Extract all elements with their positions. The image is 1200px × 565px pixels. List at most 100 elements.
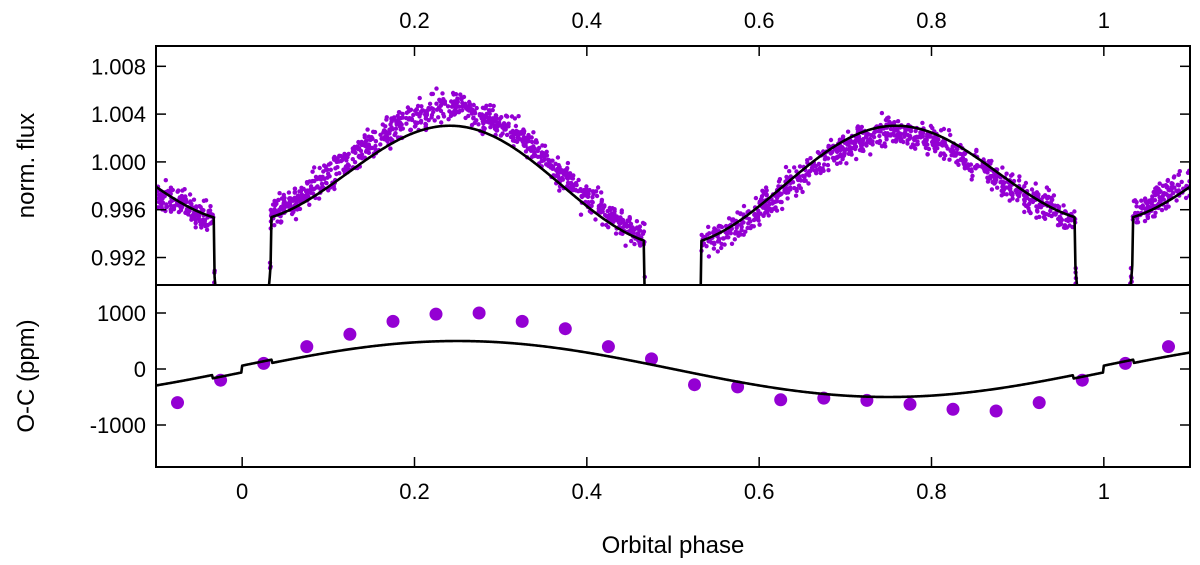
flux-point — [365, 127, 370, 132]
flux-point — [168, 207, 173, 212]
flux-point — [954, 160, 959, 165]
flux-point — [299, 185, 304, 190]
flux-point — [286, 190, 292, 195]
flux-point — [214, 300, 218, 304]
flux-point — [381, 135, 387, 140]
residual-points — [171, 306, 1175, 418]
flux-point — [1154, 188, 1159, 193]
flux-point — [719, 241, 724, 247]
flux-point — [801, 178, 807, 183]
flux-point — [494, 113, 499, 119]
flux-point — [946, 128, 952, 133]
flux-point — [516, 114, 521, 119]
flux-point — [854, 156, 859, 162]
flux-point — [1169, 185, 1174, 190]
flux-point — [699, 292, 703, 296]
flux-point — [335, 165, 340, 170]
flux-point — [940, 143, 945, 148]
flux-point — [1034, 190, 1040, 195]
flux-point — [317, 165, 322, 171]
top-x-tick-label: 0.6 — [744, 8, 775, 33]
flux-point — [962, 166, 968, 171]
flux-point — [920, 120, 925, 126]
flux-point — [965, 162, 971, 167]
flux-point — [982, 169, 988, 174]
flux-point — [469, 122, 475, 128]
flux-point — [292, 186, 298, 192]
flux-point — [569, 183, 575, 189]
flux-point — [1158, 189, 1163, 194]
flux-point — [842, 150, 847, 155]
flux-point — [795, 177, 801, 183]
bottom-x-ticks: 0 0.2 0.4 0.6 0.8 1 — [236, 457, 1110, 504]
flux-point — [959, 158, 964, 163]
flux-point — [854, 135, 859, 140]
flux-y-tick-label: 1.008 — [91, 54, 146, 79]
flux-point — [432, 118, 437, 123]
flux-point — [1134, 220, 1139, 225]
flux-point — [526, 138, 531, 144]
flux-point — [745, 225, 750, 231]
flux-point — [293, 217, 299, 222]
flux-point — [613, 215, 618, 221]
flux-point — [743, 229, 748, 234]
residual-model-line — [156, 339, 1190, 399]
flux-point — [505, 114, 510, 119]
flux-point — [895, 119, 901, 124]
flux-point — [288, 203, 293, 208]
flux-point — [266, 288, 270, 292]
bottom-x-tick-label: 0.4 — [572, 479, 603, 504]
flux-point — [1183, 195, 1189, 201]
top-x-tick-label: 1 — [1098, 8, 1110, 33]
flux-point — [924, 137, 929, 142]
flux-point — [1015, 198, 1020, 203]
flux-point — [164, 204, 170, 209]
flux-point — [505, 123, 511, 129]
flux-point — [1029, 187, 1035, 192]
residual-point — [688, 378, 701, 392]
flux-point — [808, 156, 813, 161]
flux-point — [487, 111, 492, 116]
flux-point — [461, 94, 467, 100]
flux-point — [1157, 181, 1162, 186]
flux-point — [972, 164, 978, 170]
flux-point — [316, 196, 322, 201]
flux-point — [721, 236, 726, 241]
flux-point — [1027, 201, 1032, 207]
flux-point — [470, 107, 475, 112]
flux-point — [898, 132, 903, 137]
flux-point — [1139, 198, 1144, 203]
flux-point — [738, 232, 743, 237]
flux-point — [567, 171, 573, 176]
flux-point — [704, 244, 709, 249]
flux-point — [189, 201, 194, 207]
flux-y-ticks: 0.992 0.996 1.000 1.004 1.008 — [91, 54, 1190, 271]
flux-point — [405, 105, 411, 110]
flux-point — [822, 162, 827, 167]
residual-point — [300, 340, 314, 354]
flux-point — [1035, 209, 1040, 214]
flux-point — [1154, 185, 1159, 190]
flux-point — [356, 146, 361, 152]
flux-point — [413, 108, 418, 114]
flux-point — [509, 114, 515, 119]
flux-point — [883, 131, 888, 136]
flux-point — [732, 237, 737, 242]
flux-point — [176, 209, 182, 215]
flux-point — [494, 128, 500, 133]
flux-point — [859, 144, 864, 149]
flux-point — [373, 143, 378, 149]
flux-point — [197, 204, 202, 209]
flux-point — [387, 131, 392, 136]
flux-point — [857, 125, 862, 131]
residual-point — [1032, 396, 1046, 410]
flux-point — [529, 135, 534, 140]
flux-point — [555, 166, 561, 171]
residual-point — [558, 322, 572, 336]
flux-point — [214, 299, 218, 303]
flux-point — [408, 127, 414, 132]
flux-point — [947, 157, 952, 162]
flux-point — [461, 104, 467, 109]
flux-point — [328, 167, 333, 172]
flux-point — [1004, 192, 1009, 197]
